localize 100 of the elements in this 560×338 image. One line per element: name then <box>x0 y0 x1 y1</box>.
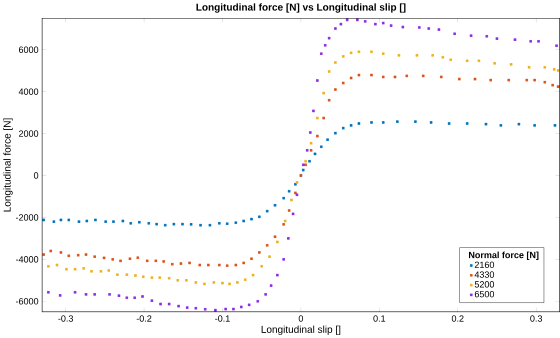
point <box>382 22 385 24</box>
point <box>274 204 276 206</box>
point <box>322 116 325 120</box>
point <box>510 62 512 66</box>
point <box>142 275 145 278</box>
point <box>133 296 136 299</box>
point <box>276 240 279 244</box>
point <box>533 78 536 82</box>
point <box>107 269 110 272</box>
point <box>266 244 268 247</box>
point <box>320 52 323 55</box>
point <box>427 27 430 30</box>
point <box>274 235 276 238</box>
point <box>350 51 352 54</box>
point <box>310 142 312 144</box>
point <box>86 220 88 222</box>
x-tick-label: 0.1 <box>373 315 386 322</box>
point <box>430 121 432 124</box>
point <box>405 74 408 78</box>
point <box>493 62 496 65</box>
point <box>453 32 456 35</box>
point <box>168 276 170 280</box>
x-tick-label: 0 <box>298 315 304 322</box>
point <box>67 254 70 257</box>
point <box>328 98 330 102</box>
point <box>282 258 285 261</box>
y-tick-label: -4000 <box>16 256 38 262</box>
point <box>276 274 279 276</box>
point <box>244 278 247 281</box>
point <box>316 134 319 138</box>
x-axis-title: Longitudinal slip [] <box>262 325 340 335</box>
point <box>334 27 337 30</box>
point <box>136 256 140 259</box>
point <box>146 259 148 262</box>
point <box>328 36 330 40</box>
point <box>370 74 373 76</box>
point <box>288 209 290 212</box>
point <box>543 80 546 84</box>
point <box>74 290 76 294</box>
point <box>320 145 323 148</box>
point <box>525 78 528 82</box>
y-tick-label: 6000 <box>18 46 38 53</box>
point <box>370 50 373 53</box>
point <box>224 308 227 310</box>
point <box>128 257 132 260</box>
point <box>221 282 224 284</box>
x-tick-label: 0.3 <box>530 315 542 322</box>
point <box>60 218 62 222</box>
point <box>264 292 267 296</box>
point <box>49 250 52 252</box>
point <box>155 222 158 226</box>
point <box>370 121 373 124</box>
point <box>342 55 345 58</box>
y-tick-label: 4000 <box>18 88 38 95</box>
point <box>198 264 202 266</box>
y-tick-label: 2000 <box>18 130 38 137</box>
point <box>203 282 206 286</box>
point <box>176 278 180 282</box>
legend-label: 2160 <box>474 261 494 268</box>
point <box>500 124 502 127</box>
point <box>350 124 352 127</box>
point <box>556 85 560 88</box>
y-tick-label: 0 <box>34 172 38 179</box>
point <box>150 299 154 302</box>
point <box>309 131 312 134</box>
point <box>122 220 124 222</box>
point <box>218 222 221 224</box>
point <box>126 273 128 276</box>
point <box>236 281 239 284</box>
point <box>334 88 337 91</box>
x-tick-label: -0.1 <box>215 315 230 322</box>
point <box>470 34 472 37</box>
point <box>382 76 385 78</box>
point <box>102 256 106 260</box>
point <box>232 308 235 310</box>
point <box>551 84 554 86</box>
point <box>555 44 558 47</box>
point <box>108 292 111 296</box>
point <box>358 122 360 125</box>
point <box>342 126 345 130</box>
point <box>442 56 444 58</box>
point <box>529 40 532 43</box>
point <box>74 268 76 270</box>
point <box>138 220 141 224</box>
point <box>47 290 50 294</box>
point <box>258 251 261 254</box>
point <box>292 212 294 216</box>
point <box>242 220 245 222</box>
point <box>208 224 212 226</box>
point <box>458 78 461 80</box>
legend-label: 5200 <box>474 281 494 288</box>
point <box>496 37 498 40</box>
point <box>240 306 243 308</box>
point <box>65 268 68 270</box>
point <box>186 306 188 309</box>
point <box>312 110 315 112</box>
point <box>287 236 290 240</box>
point <box>141 295 144 298</box>
point <box>250 257 253 260</box>
point <box>288 190 290 192</box>
